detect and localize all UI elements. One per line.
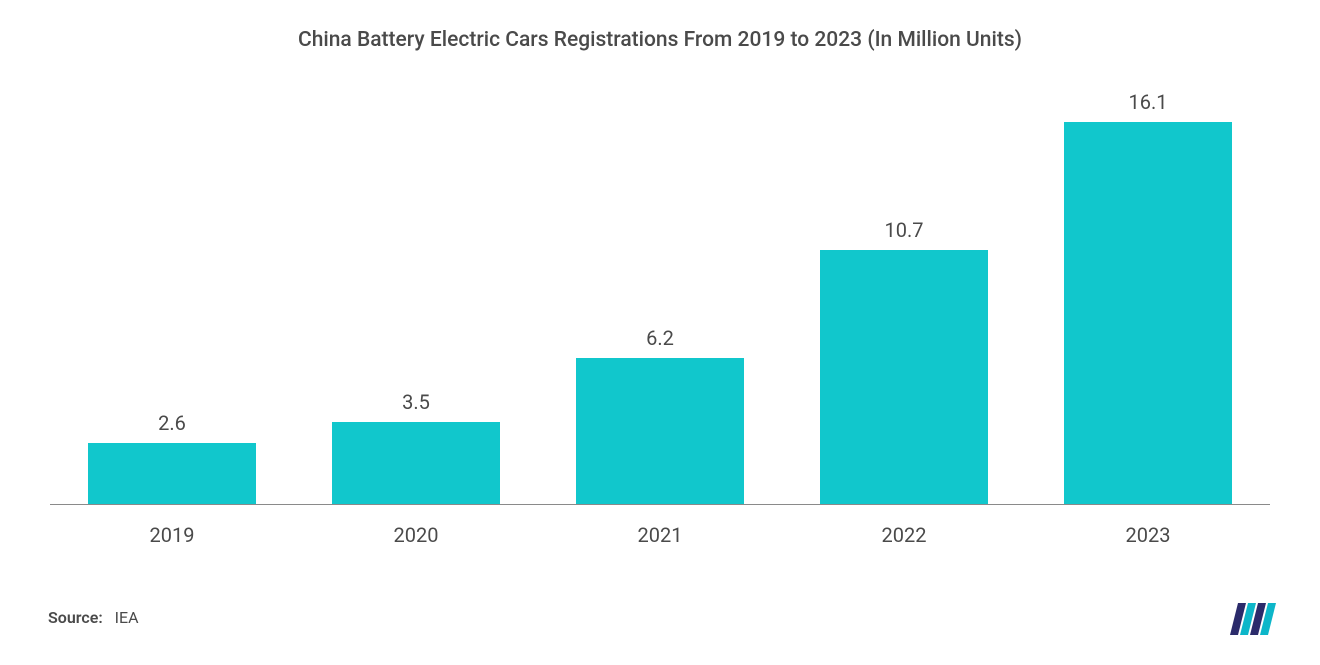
- bar-0: [88, 443, 256, 505]
- bar-value-3: 10.7: [885, 218, 924, 242]
- x-label-3: 2022: [782, 523, 1026, 547]
- x-label-0: 2019: [50, 523, 294, 547]
- bar-group-3: 10.7: [782, 218, 1026, 505]
- plot-area: 2.6 3.5 6.2 10.7 16.1: [50, 90, 1270, 505]
- bar-group-1: 3.5: [294, 390, 538, 505]
- bars-row: 2.6 3.5 6.2 10.7 16.1: [50, 90, 1270, 505]
- x-axis-line: [50, 504, 1270, 505]
- x-label-1: 2020: [294, 523, 538, 547]
- chart-title: China Battery Electric Cars Registration…: [0, 28, 1320, 52]
- bar-3: [820, 250, 988, 505]
- source-value: IEA: [115, 608, 139, 627]
- source-key: Source:: [48, 608, 103, 627]
- bar-group-2: 6.2: [538, 326, 782, 505]
- x-axis-labels: 2019 2020 2021 2022 2023: [50, 523, 1270, 547]
- bar-1: [332, 422, 500, 505]
- bar-group-0: 2.6: [50, 411, 294, 505]
- brand-logo-icon: [1228, 599, 1280, 637]
- bar-4: [1064, 122, 1232, 505]
- bar-value-2: 6.2: [646, 326, 674, 350]
- bar-value-0: 2.6: [158, 411, 186, 435]
- x-label-2: 2021: [538, 523, 782, 547]
- logo-stripes: [1230, 603, 1276, 635]
- bar-value-4: 16.1: [1129, 90, 1168, 114]
- source-attribution: Source: IEA: [48, 608, 139, 627]
- bar-value-1: 3.5: [402, 390, 430, 414]
- chart-container: China Battery Electric Cars Registration…: [0, 0, 1320, 665]
- bar-2: [576, 358, 744, 505]
- bar-group-4: 16.1: [1026, 90, 1270, 505]
- x-label-4: 2023: [1026, 523, 1270, 547]
